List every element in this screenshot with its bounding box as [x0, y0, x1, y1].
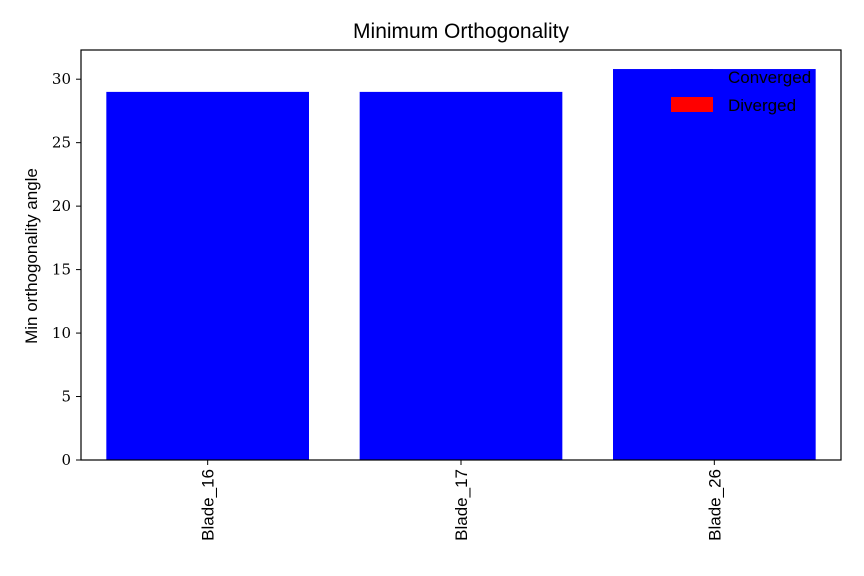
plot-frame	[80, 49, 842, 461]
y-tick-label: 10	[52, 324, 71, 342]
x-axis-ticks: Blade_16 Blade_17 Blade_26	[199, 460, 724, 541]
legend-swatch-diverged	[671, 97, 713, 112]
bar-blade-26	[613, 69, 816, 460]
legend: Converged Diverged	[671, 68, 811, 115]
y-axis-ticks: 0 5 10 15 20 25 30	[52, 70, 81, 469]
chart-title: Minimum Orthogonality	[353, 20, 569, 43]
y-tick-label: 0	[61, 451, 71, 469]
y-tick-label: 20	[52, 197, 71, 215]
y-tick-label: 30	[52, 70, 71, 88]
y-tick-label: 15	[52, 261, 71, 279]
legend-label-diverged: Diverged	[728, 96, 796, 115]
y-tick-label: 5	[61, 388, 71, 406]
legend-label-converged: Converged	[728, 68, 811, 87]
y-tick-label: 25	[52, 134, 71, 152]
legend-swatch-converged	[671, 69, 713, 84]
x-tick-label: Blade_17	[452, 469, 471, 541]
y-axis-label: Min orthogonality angle	[22, 168, 41, 344]
x-tick-label: Blade_16	[199, 469, 218, 541]
bars	[106, 69, 816, 460]
bar-blade-17	[359, 91, 563, 460]
bar-blade-16	[106, 91, 309, 460]
x-tick-label: Blade_26	[705, 469, 724, 541]
